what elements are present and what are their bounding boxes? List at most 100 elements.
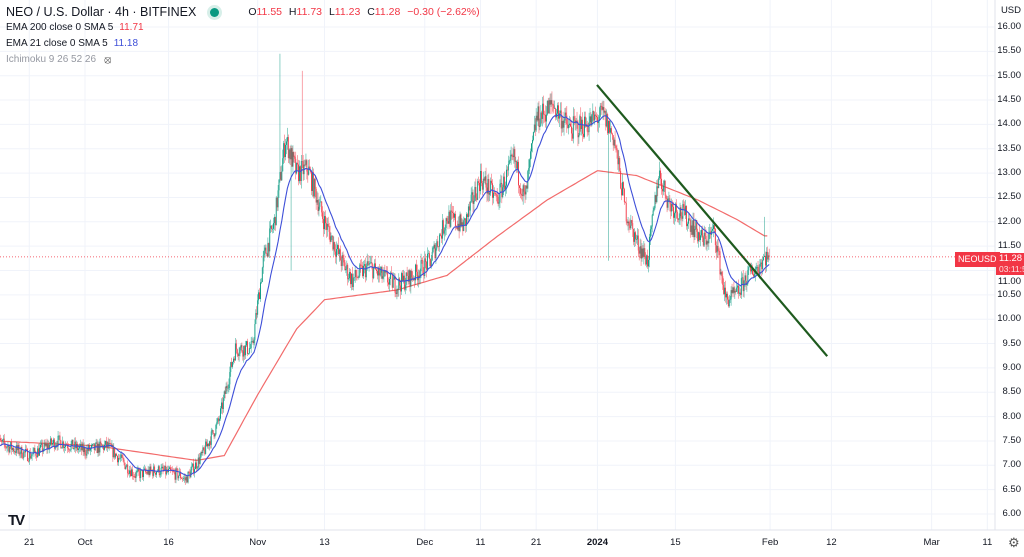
indicator-ema21[interactable]: EMA 21 close 0 SMA 5 11.18	[6, 36, 480, 52]
candle-body	[681, 216, 683, 219]
candle-body	[532, 132, 534, 140]
low-label: L	[328, 5, 335, 18]
candle-body	[70, 443, 72, 450]
candle-body	[607, 114, 609, 134]
candle-body	[712, 228, 714, 231]
candle-body	[473, 200, 475, 204]
candle-body	[706, 241, 708, 245]
ema200-line	[0, 170, 768, 462]
candle-body	[430, 260, 432, 267]
candle-body	[341, 255, 343, 267]
indicator-label: EMA 21 close 0 SMA 5	[6, 38, 108, 49]
candle-body	[631, 220, 633, 224]
candle-body	[117, 457, 119, 463]
candle-body	[31, 454, 33, 457]
candle-body	[280, 172, 282, 181]
candle-body	[630, 220, 632, 229]
eye-hidden-icon[interactable]: ⦻	[104, 53, 112, 66]
candle-body	[737, 285, 739, 288]
candle-body	[467, 206, 469, 218]
candle-body	[414, 278, 416, 281]
candle-body	[274, 217, 276, 226]
settings-gear-icon[interactable]: ⚙	[1008, 535, 1020, 550]
candle-body	[353, 277, 355, 278]
candle-body	[578, 135, 580, 138]
candle-body	[579, 116, 581, 136]
candle-body	[381, 267, 383, 279]
candle-body	[666, 198, 668, 208]
indicator-ichimoku[interactable]: Ichimoku 9 26 52 26 ⦻	[6, 52, 480, 68]
candle-body	[520, 193, 522, 195]
candle-body	[282, 158, 284, 172]
candle-body	[721, 272, 723, 277]
candle-body	[624, 202, 626, 203]
candle-body	[238, 353, 240, 356]
tradingview-logo[interactable]: TV	[8, 512, 25, 529]
currency-label: USD	[1000, 5, 1021, 16]
candle-body	[525, 185, 527, 195]
candle-body	[335, 251, 337, 257]
candle-body	[533, 124, 535, 133]
candle-body	[538, 106, 540, 127]
candle-body	[206, 441, 208, 447]
candle-body	[54, 445, 56, 449]
candle-body	[729, 299, 731, 301]
candle-body	[535, 115, 537, 131]
candle-body	[13, 451, 15, 452]
candle-body	[764, 255, 765, 258]
candle-body	[519, 185, 520, 189]
candle-body	[393, 276, 395, 280]
candle-body	[443, 230, 445, 234]
ohlc-values: O11.55 H11.73 L11.23 C11.28 −0.30 (−2.62…	[244, 7, 479, 18]
candle-body	[157, 466, 159, 472]
candle-body	[554, 108, 556, 109]
candle-body	[100, 441, 102, 444]
candle-body	[641, 248, 643, 259]
candle-body	[361, 265, 363, 267]
candle-body	[453, 212, 454, 218]
candle-body	[474, 186, 476, 201]
candle-body	[740, 278, 742, 295]
candle-body	[701, 229, 703, 238]
candle-body	[751, 269, 752, 272]
candle-body	[604, 111, 606, 113]
indicator-ema200[interactable]: EMA 200 close 0 SMA 5 11.71	[6, 20, 480, 36]
candle-body	[281, 171, 283, 181]
candle-body	[659, 170, 661, 179]
candle-body	[609, 120, 610, 133]
candle-body	[6, 446, 8, 448]
candle-body	[208, 441, 210, 447]
candle-body	[606, 114, 608, 127]
candle-body	[263, 250, 265, 256]
candle-body	[655, 195, 657, 202]
indicator-value: 11.71	[119, 22, 144, 33]
candle-body	[272, 228, 273, 230]
candle-body	[146, 472, 148, 474]
candle-body	[716, 245, 718, 253]
candle-body	[19, 453, 21, 455]
candle-body	[485, 176, 487, 188]
candle-body	[622, 182, 623, 196]
high-value: 11.73	[296, 5, 323, 18]
candle-body	[226, 386, 228, 389]
candle-body	[130, 470, 131, 477]
candle-body	[396, 288, 398, 294]
candle-body	[24, 451, 26, 453]
candle-body	[471, 192, 473, 195]
candle-body	[314, 178, 316, 189]
candle-body	[97, 443, 99, 453]
candle-body	[322, 212, 324, 219]
candle-body	[113, 447, 115, 458]
candle-body	[172, 470, 174, 472]
candle-body	[690, 225, 692, 232]
candle-body	[245, 345, 247, 356]
candle-body	[154, 466, 156, 473]
candle-body	[145, 472, 147, 473]
symbol-title[interactable]: NEO / U.S. Dollar · 4h · BITFINEX	[6, 4, 197, 19]
candle-body	[491, 180, 493, 184]
candle-body	[150, 466, 152, 471]
candle-body	[260, 281, 262, 283]
candle-body	[119, 458, 121, 459]
candle-body	[358, 275, 360, 278]
